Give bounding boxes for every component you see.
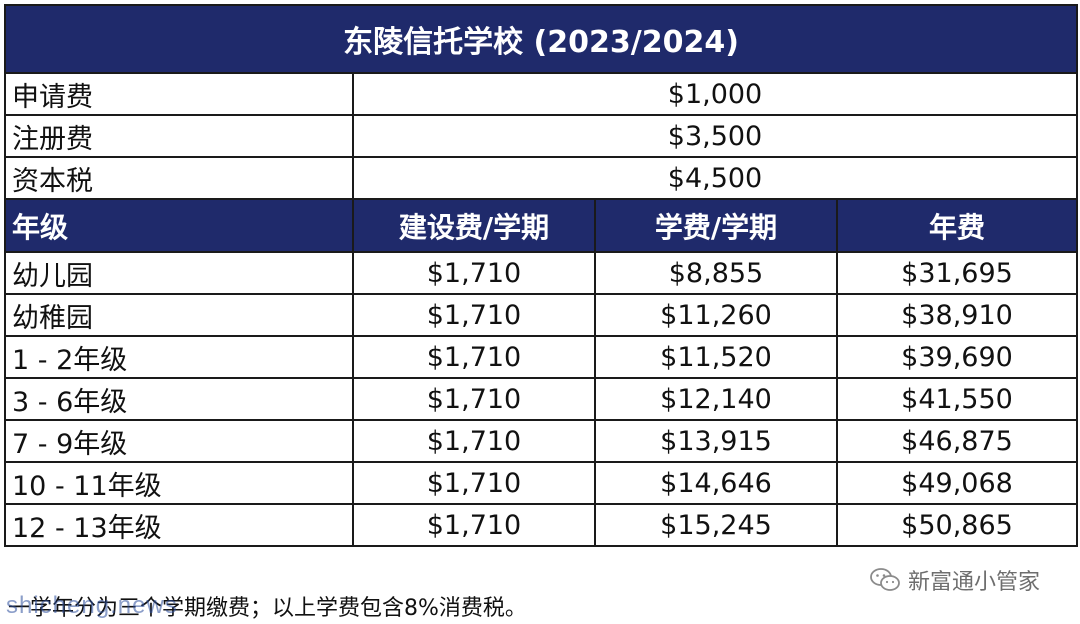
fee-value: $1,000 [351,72,1079,116]
grade-cell: 幼儿园 [4,251,354,295]
tuition-cell: $11,520 [594,335,838,379]
grade-cell: 10 - 11年级 [4,461,354,505]
building-fee-cell: $1,710 [352,377,596,421]
table-title: 东陵信托学校 (2023/2024) [3,4,1079,74]
annual-fee-cell: $31,695 [835,251,1079,295]
annual-fee-cell: $41,550 [835,377,1079,421]
wechat-account-name: 新富通小管家 [907,570,1040,595]
table-row: 1 - 2年级 $1,710 $11,520 $39,690 [4,335,1079,379]
building-fee-cell: $1,710 [352,251,596,295]
fee-value: $3,500 [351,114,1079,158]
fee-row-capital-levy: 资本税 $4,500 [4,156,1079,200]
building-fee-cell: $1,710 [352,503,596,547]
table-row: 12 - 13年级 $1,710 $15,245 $50,865 [4,503,1079,547]
building-fee-cell: $1,710 [352,419,596,463]
grade-cell: 1 - 2年级 [4,335,354,379]
fee-label: 资本税 [4,156,354,200]
tuition-cell: $11,260 [594,293,838,337]
annual-fee-cell: $46,875 [835,419,1079,463]
column-header-grade: 年级 [4,198,354,253]
column-header-building-fee: 建设费/学期 [352,198,596,253]
building-fee-cell: $1,710 [352,335,596,379]
column-header-row: 年级 建设费/学期 学费/学期 年费 [4,198,1079,253]
column-header-tuition: 学费/学期 [594,198,838,253]
fee-label: 注册费 [4,114,354,158]
grade-cell: 幼稚园 [4,293,354,337]
source-watermark: shicheng.news [6,592,178,619]
table-row: 幼稚园 $1,710 $11,260 $38,910 [4,293,1079,337]
table-row: 3 - 6年级 $1,710 $12,140 $41,550 [4,377,1079,421]
annual-fee-cell: $49,068 [835,461,1079,505]
table-row: 10 - 11年级 $1,710 $14,646 $49,068 [4,461,1079,505]
annual-fee-cell: $50,865 [835,503,1079,547]
tuition-cell: $15,245 [594,503,838,547]
grade-cell: 3 - 6年级 [4,377,354,421]
wechat-watermark: 新富通小管家 [870,564,1040,596]
tuition-cell: $13,915 [594,419,838,463]
column-header-annual-fee: 年费 [835,198,1079,253]
grade-cell: 7 - 9年级 [4,419,354,463]
wechat-icon [870,567,900,593]
footnote: 一学年分为三个学期缴费；以上学费包含8%消费税。 [8,596,527,621]
table-row: 幼儿园 $1,710 $8,855 $31,695 [4,251,1079,295]
grade-cell: 12 - 13年级 [4,503,354,547]
fee-row-registration: 注册费 $3,500 [4,114,1079,158]
fee-label: 申请费 [4,72,354,116]
fee-value: $4,500 [351,156,1079,200]
tuition-cell: $8,855 [594,251,838,295]
annual-fee-cell: $38,910 [835,293,1079,337]
table-row: 7 - 9年级 $1,710 $13,915 $46,875 [4,419,1079,463]
annual-fee-cell: $39,690 [835,335,1079,379]
building-fee-cell: $1,710 [352,293,596,337]
building-fee-cell: $1,710 [352,461,596,505]
tuition-fee-table: 东陵信托学校 (2023/2024) 申请费 $1,000 注册费 $3,500… [3,4,1079,547]
tuition-cell: $14,646 [594,461,838,505]
tuition-cell: $12,140 [594,377,838,421]
fee-row-application: 申请费 $1,000 [4,72,1079,116]
